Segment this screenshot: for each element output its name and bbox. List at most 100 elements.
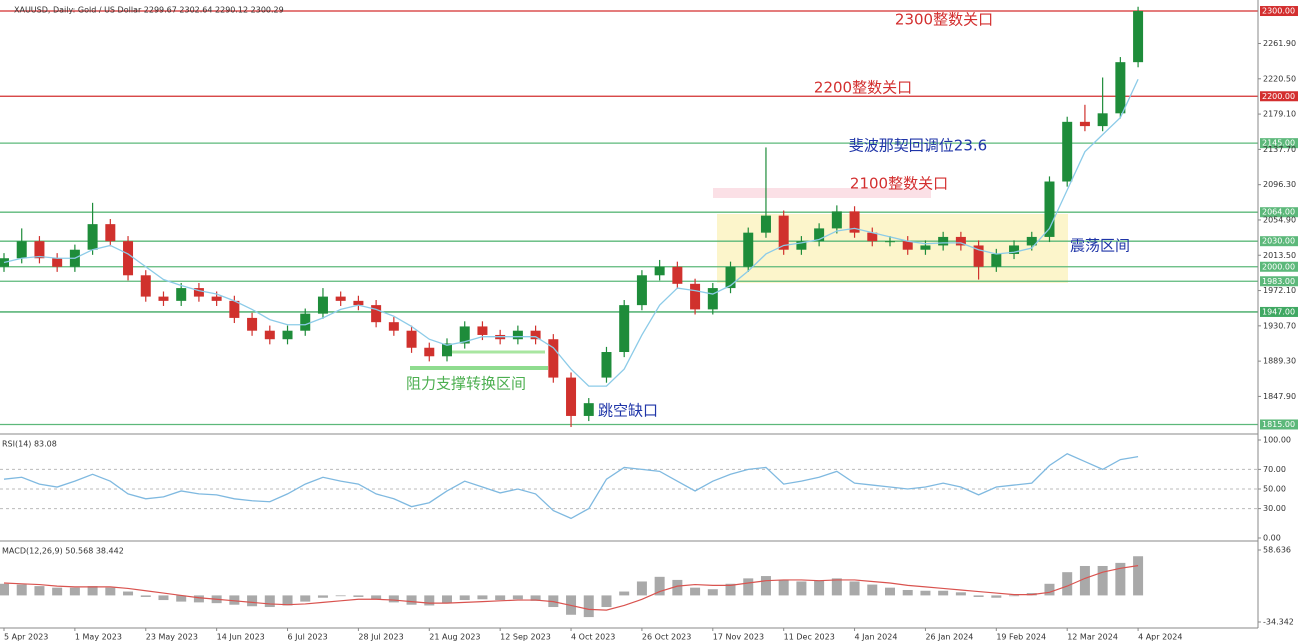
candle-body [317,296,328,314]
level-label: 2300.00 [1262,7,1295,16]
macd-bar [229,595,240,605]
candle-body [902,241,913,250]
annotation: 2100整数关口 [850,175,948,193]
candle-body [619,305,630,353]
macd-bar [34,586,45,596]
level-label-box [1260,276,1298,287]
macd-bar [654,576,665,596]
macd-bar [406,595,417,605]
candle-body [247,317,258,331]
macd-bar [1079,565,1090,596]
candle-body [991,253,1002,267]
x-tick-label: 6 Jul 2023 [288,633,328,642]
macd-bar [424,595,435,606]
macd-bar [459,595,470,601]
x-tick-label: 14 Jun 2023 [217,633,265,642]
candle-body [211,296,222,301]
candle-body [87,224,98,250]
candle-body [867,232,878,242]
level-label: 2200.00 [1262,92,1295,101]
candle-body [1026,236,1037,246]
candle-body [442,343,452,357]
level-label: 1983.00 [1262,277,1295,286]
macd-bar [725,583,736,596]
macd-bar [353,595,364,597]
macd-bar [16,584,27,596]
candle-body [1115,62,1126,114]
candle-body [353,300,364,306]
macd-bar [158,595,169,601]
macd-bar [938,590,949,596]
x-tick-label: 12 Mar 2024 [1067,633,1118,642]
x-tick-label: 4 Jan 2024 [855,633,898,642]
candle-body [406,330,417,348]
candle-body [264,330,275,340]
candle-body [566,377,577,416]
macd-bar [0,583,9,596]
level-label-box [1260,91,1298,102]
macd-bar [849,581,860,596]
y-tick-label: 30.00 [1263,504,1286,513]
macd-bar [335,595,346,597]
x-tick-label: 21 Aug 2023 [429,633,480,642]
candle-body [743,232,754,267]
candle-body [512,330,523,340]
macd-bar [1044,583,1055,596]
macd-bar [867,584,878,596]
level-label-box [1260,6,1298,17]
level-label: 2064.00 [1262,208,1295,217]
macd-bar [831,578,842,596]
candle-body [636,275,647,306]
level-label: 2030.00 [1262,237,1295,246]
candle-body [459,326,470,344]
macd-bar [52,587,63,596]
x-tick-label: 5 Apr 2023 [4,633,48,642]
candle-body [885,241,895,243]
candle-body [672,266,683,284]
macd-bar [885,587,895,596]
level-label: 1947.00 [1262,307,1295,316]
x-tick-label: 23 May 2023 [146,633,198,642]
candle-body [1097,113,1108,127]
candle-body [176,288,187,301]
y-tick-label: 2179.10 [1263,110,1296,119]
macd-bar [530,595,541,601]
candle-body [938,236,949,246]
annotation: 斐波那契回调位23.6 [849,137,987,155]
macd-bar [69,587,80,596]
resistance-zone [713,188,931,198]
macd-bar [495,595,506,601]
annotation: 2200整数关口 [814,79,912,97]
macd-bar [636,581,647,596]
candle-body [725,266,736,289]
macd-bar [973,595,984,597]
x-tick-label: 12 Sep 2023 [500,633,551,642]
macd-bar [442,595,452,604]
candle-body [16,241,27,259]
candle-body [477,326,488,335]
macd-bar [619,591,630,596]
macd-bar [672,579,683,596]
candle-body [548,339,559,378]
candle-body [955,236,966,246]
macd-bar [512,595,523,600]
annotation: 跳空缺口 [598,402,658,420]
x-tick-label: 26 Oct 2023 [642,633,691,642]
macd-bar [583,595,594,618]
candle-body [1009,245,1020,254]
candle-body [1062,121,1073,182]
y-tick-label: 58.636 [1263,546,1291,555]
macd-title: MACD(12,26,9) 50.568 38.442 [2,547,124,556]
candle-body [760,215,771,233]
candle-body [193,288,204,297]
level-label: 2145.00 [1262,139,1295,148]
macd-bar [991,595,1002,598]
candle-body [690,283,701,310]
signal-line [3,565,1139,611]
y-tick-label: 70.00 [1263,465,1286,474]
x-tick-label: 4 Oct 2023 [571,633,615,642]
x-tick-label: 4 Apr 2024 [1138,633,1182,642]
macd-bar [760,576,771,596]
macd-bar [1009,595,1020,597]
macd-bar [176,595,187,602]
